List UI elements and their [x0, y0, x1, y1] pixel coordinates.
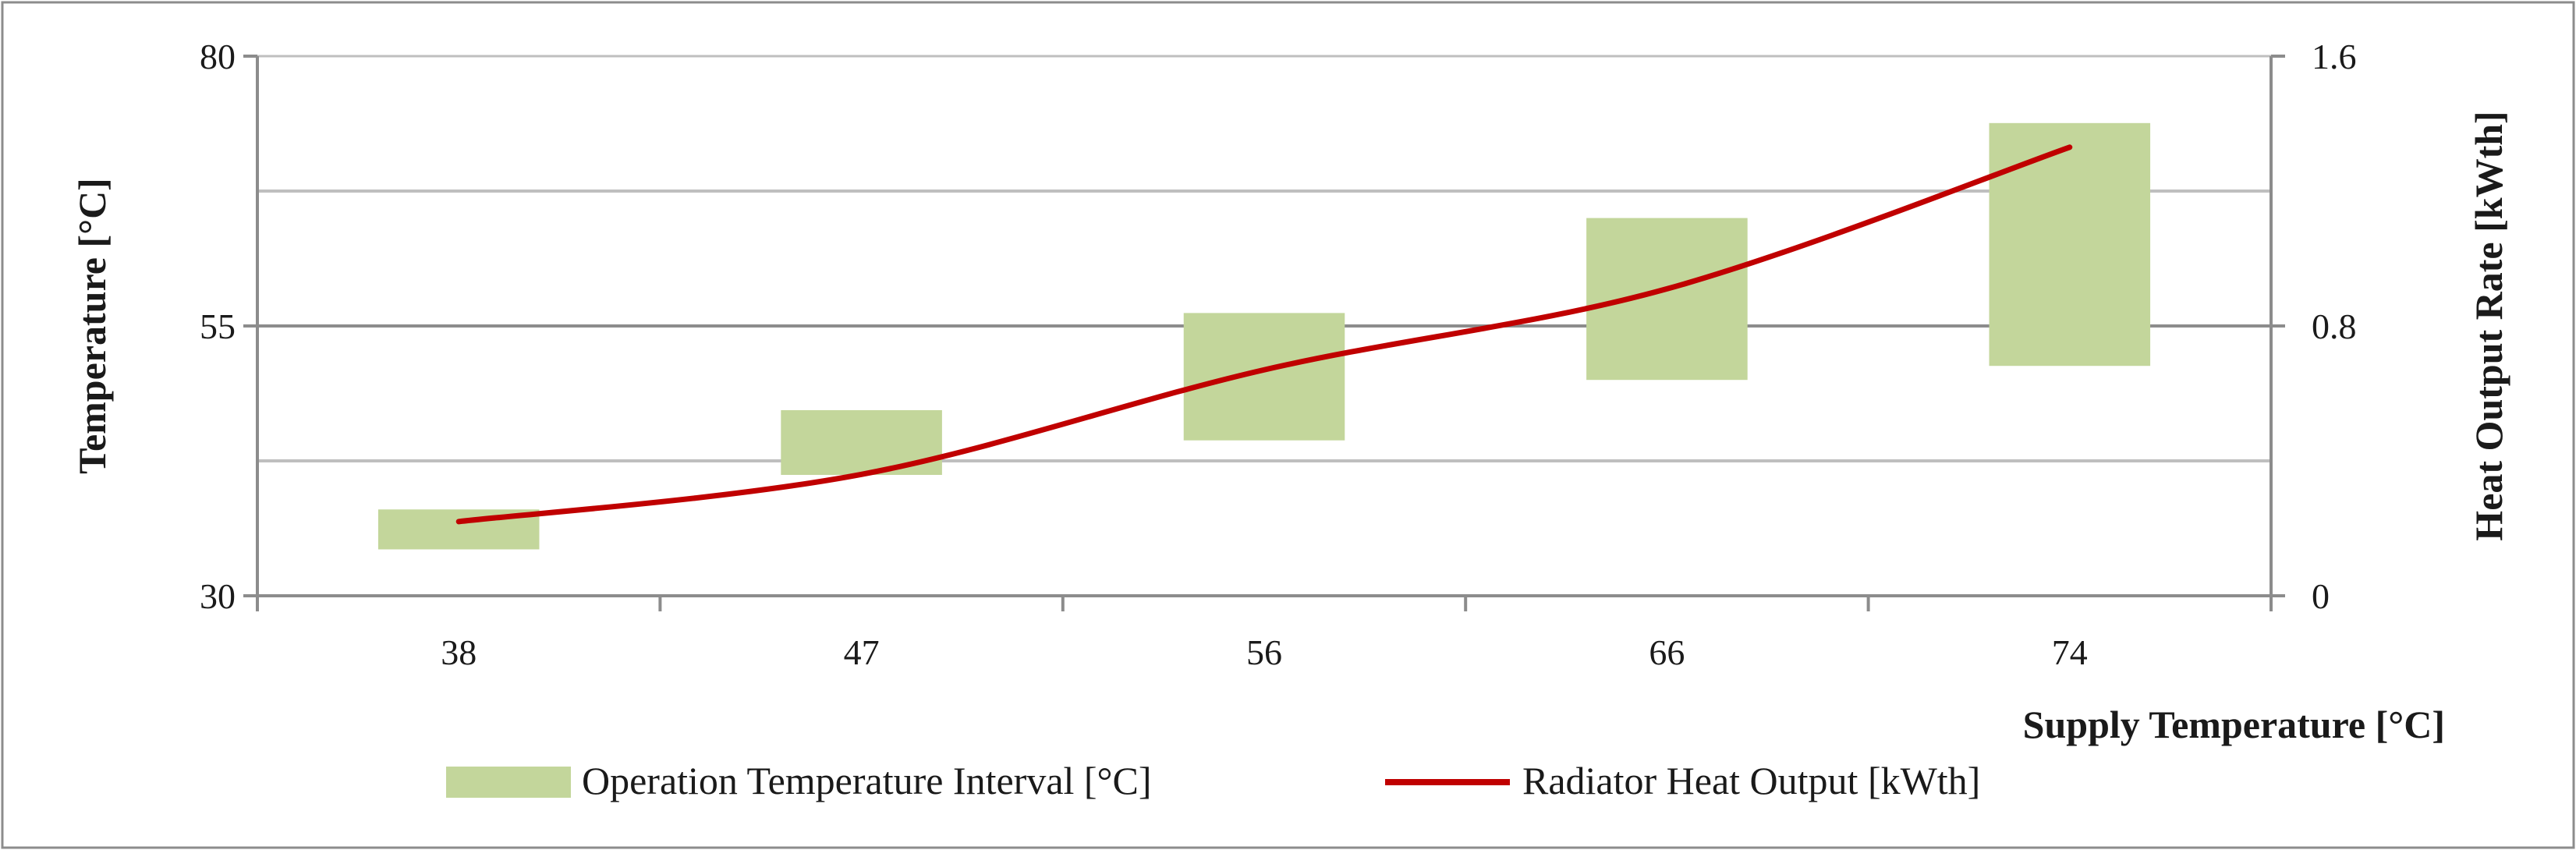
legend: Operation Temperature Interval [°C] Radi… — [446, 759, 1980, 802]
y2-axis-title: Heat Output Rate [kWth] — [2467, 111, 2510, 540]
interval-bar-74 — [1989, 122, 2151, 367]
line-layer — [455, 144, 2073, 525]
y-tick-label: 80 — [200, 37, 236, 76]
legend-label-interval: Operation Temperature Interval [°C] — [582, 759, 1152, 802]
interval-bar-56 — [1183, 313, 1345, 441]
y2-tick-label: 1.6 — [2312, 37, 2357, 76]
x-tick-label: 47 — [844, 632, 880, 672]
interval-bar-66 — [1586, 218, 1748, 381]
x-tick-label: 38 — [441, 632, 477, 672]
legend-swatch-interval — [446, 767, 571, 798]
x-tick-label: 66 — [1649, 632, 1685, 672]
y-tick-label: 30 — [200, 576, 236, 616]
y2-tick-label: 0 — [2312, 576, 2330, 616]
y2-tick-label: 0.8 — [2312, 306, 2357, 346]
legend-label-heat-output: Radiator Heat Output [kWth] — [1522, 759, 1980, 802]
bar-layer — [377, 122, 2151, 550]
heat-output-line — [455, 144, 2073, 525]
axis-layer: 30 55 80 0 0.8 1.6 38 47 56 66 74 — [200, 37, 2357, 672]
x-axis-title: Supply Temperature [°C] — [2023, 703, 2445, 746]
x-tick-label: 56 — [1246, 632, 1282, 672]
y-tick-label: 55 — [200, 306, 236, 346]
y-axis-title: Temperature [°C] — [70, 178, 114, 474]
x-tick-label: 74 — [2052, 632, 2088, 672]
